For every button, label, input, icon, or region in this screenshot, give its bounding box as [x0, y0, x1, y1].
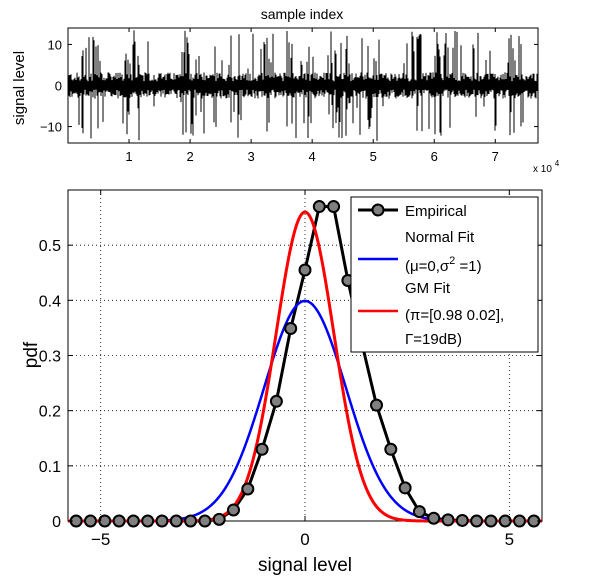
x-exponent-base: x 10 [533, 164, 552, 175]
top-x-tick-label: 4 [309, 149, 316, 164]
top-y-ticks: 10 0 −10 [40, 37, 538, 135]
empirical-point [184, 514, 198, 528]
empirical-point [498, 514, 512, 528]
top-chart-title: sample index [261, 6, 344, 22]
empirical-markers [69, 200, 541, 528]
bottom-x-tick-label: 5 [505, 530, 514, 549]
top-signal-line [67, 30, 539, 141]
bottom-y-axis-label: pdf [21, 341, 42, 368]
empirical-point [112, 514, 126, 528]
top-x-tick-label: 1 [125, 149, 132, 164]
empirical-point [284, 321, 298, 335]
empirical-point [212, 512, 226, 526]
empirical-point [98, 514, 112, 528]
empirical-point [269, 394, 283, 408]
empirical-point [198, 514, 212, 528]
empirical-point [484, 514, 498, 528]
empirical-point [141, 514, 155, 528]
bottom-chart: −5 0 5 0 0.1 0.2 0.3 0.4 0.5 signal level pdf E… [21, 189, 543, 576]
legend-label-gm-2: (π=[0.98 0.02], [405, 307, 504, 324]
empirical-point [298, 263, 312, 277]
empirical-point [370, 398, 384, 412]
legend-label-empirical: Empirical [405, 203, 467, 220]
legend: Empirical Normal Fit (μ=0,σ2 =1) GM Fit … [350, 196, 539, 353]
empirical-point [155, 514, 169, 528]
bottom-y-tick-label: 0 [52, 514, 61, 531]
legend-item-gm-fit: GM Fit (π=[0.98 0.02], Γ=19dB) [358, 280, 504, 348]
empirical-point [312, 200, 326, 214]
bottom-x-tick-label: −5 [91, 530, 110, 549]
top-x-ticks: 1 2 3 4 5 6 7 [125, 28, 499, 164]
empirical-point [169, 514, 183, 528]
bottom-y-tick-label: 0.4 [39, 293, 61, 310]
empirical-point [513, 514, 527, 528]
bottom-y-tick-label: 0.3 [39, 349, 61, 366]
empirical-point [226, 503, 240, 517]
legend-label-normal-2: (μ=0,σ2 =1) [405, 255, 482, 275]
top-y-tick-label: −10 [40, 120, 62, 135]
legend-item-normal-fit: Normal Fit (μ=0,σ2 =1) [358, 229, 482, 275]
bottom-y-ticks: 0 0.1 0.2 0.3 0.4 0.5 [39, 238, 542, 531]
top-chart: sample index 1 2 3 4 5 6 7 10 0 −10 signal level… [11, 6, 560, 175]
empirical-point [470, 514, 484, 528]
bottom-y-tick-label: 0.5 [39, 238, 61, 255]
bottom-x-tick-label: 0 [300, 530, 309, 549]
legend-label-normal-1: Normal Fit [405, 229, 475, 246]
bottom-y-tick-label: 0.2 [39, 404, 61, 421]
empirical-point [384, 442, 398, 456]
empirical-point [126, 514, 140, 528]
empirical-point [441, 513, 455, 527]
top-x-tick-label: 7 [492, 149, 499, 164]
legend-empirical-marker [371, 203, 385, 217]
empirical-point [398, 481, 412, 495]
top-x-tick-label: 3 [247, 149, 254, 164]
top-y-tick-label: 10 [48, 37, 62, 52]
top-y-tick-label: 0 [55, 79, 62, 94]
empirical-point [255, 442, 269, 456]
empirical-point [327, 200, 341, 214]
empirical-point [455, 513, 469, 527]
empirical-point [412, 505, 426, 519]
legend-item-empirical: Empirical [358, 203, 467, 220]
empirical-point [241, 482, 255, 496]
top-x-tick-label: 2 [186, 149, 193, 164]
bottom-y-tick-label: 0.1 [39, 459, 61, 476]
empirical-point [427, 511, 441, 525]
x-exponent-power: 4 [555, 159, 560, 168]
empirical-point [83, 514, 97, 528]
top-y-axis-label: signal level [11, 51, 28, 125]
legend-box [350, 196, 539, 353]
bottom-x-ticks: −5 0 5 [91, 190, 514, 549]
bottom-x-axis-label: signal level [258, 555, 352, 576]
top-x-tick-label: 6 [431, 149, 438, 164]
legend-label-gm-1: GM Fit [405, 280, 451, 297]
top-x-tick-label: 5 [370, 149, 377, 164]
x-exponent-label: x 10 4 [533, 159, 560, 175]
legend-label-gm-3: Γ=19dB) [405, 331, 462, 348]
